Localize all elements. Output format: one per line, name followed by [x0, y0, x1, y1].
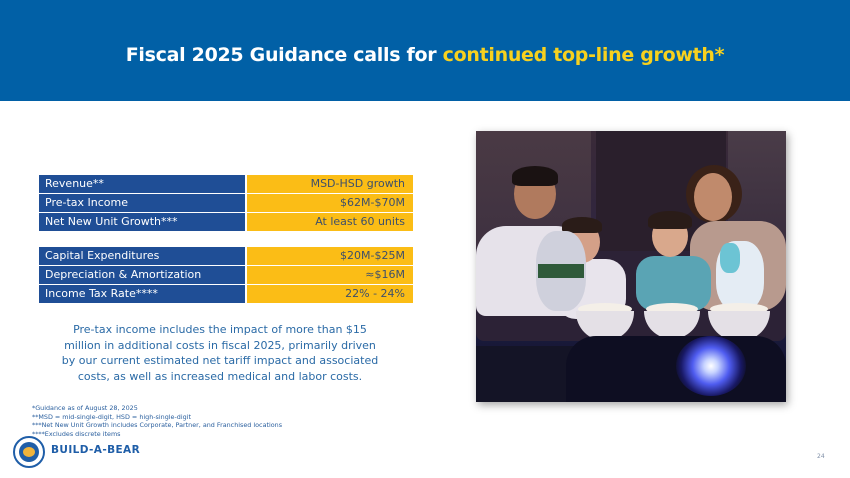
photo-person [512, 166, 558, 186]
title-plain: Fiscal 2025 Guidance calls for [125, 44, 443, 66]
table-row: Revenue** MSD-HSD growth [39, 175, 413, 193]
row-value: 22% - 24% [247, 285, 413, 303]
row-value: MSD-HSD growth [247, 175, 413, 193]
page-number: 24 [817, 453, 825, 460]
row-label: Net New Unit Growth*** [39, 213, 245, 231]
title-highlight: continued top-line growth* [442, 44, 725, 66]
row-value: ≈$16M [247, 266, 413, 284]
page-title: Fiscal 2025 Guidance calls for continued… [0, 44, 850, 66]
table-row: Net New Unit Growth*** At least 60 units [39, 213, 413, 231]
table-row: Depreciation & Amortization ≈$16M [39, 266, 413, 284]
photo-person [636, 256, 711, 311]
photo-person [562, 217, 602, 233]
row-label: Income Tax Rate**** [39, 285, 245, 303]
table-row: Income Tax Rate**** 22% - 24% [39, 285, 413, 303]
table-row: Pre-tax Income $62M-$70M [39, 194, 413, 212]
bear-face-icon [23, 447, 35, 457]
row-value: At least 60 units [247, 213, 413, 231]
row-label: Capital Expenditures [39, 247, 245, 265]
footnotes: *Guidance as of August 28, 2025 **MSD = … [32, 404, 282, 438]
row-label: Pre-tax Income [39, 194, 245, 212]
guidance-table-primary: Revenue** MSD-HSD growth Pre-tax Income … [39, 175, 413, 232]
family-photo [476, 131, 786, 402]
footnote: **MSD = mid-single-digit, HSD = high-sin… [32, 412, 191, 421]
footnote: ***Net New Unit Growth includes Corporat… [32, 421, 283, 430]
pretax-note: Pre-tax income includes the impact of mo… [61, 323, 379, 383]
photo-projector-light [676, 336, 746, 396]
row-label: Revenue** [39, 175, 245, 193]
build-a-bear-logo-icon [13, 436, 45, 468]
row-value: $20M-$25M [247, 247, 413, 265]
footnote: *Guidance as of August 28, 2025 [32, 404, 138, 412]
guidance-table-secondary: Capital Expenditures $20M-$25M Depreciat… [39, 247, 413, 304]
photo-person [694, 173, 732, 221]
footnote: ****Excludes discrete items [32, 429, 121, 438]
row-value: $62M-$70M [247, 194, 413, 212]
brand-name: BUILD-A-BEAR [51, 444, 141, 456]
header-banner: Fiscal 2025 Guidance calls for continued… [0, 0, 850, 101]
photo-plush-scarf [538, 264, 584, 278]
table-row: Capital Expenditures $20M-$25M [39, 247, 413, 265]
photo-plush-mane [720, 243, 740, 273]
photo-person [648, 211, 692, 229]
row-label: Depreciation & Amortization [39, 266, 245, 284]
